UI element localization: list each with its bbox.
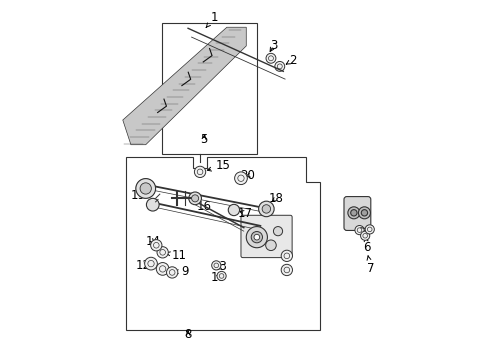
- Circle shape: [156, 262, 169, 275]
- Text: 11: 11: [165, 249, 186, 262]
- Circle shape: [146, 198, 159, 211]
- Circle shape: [194, 166, 205, 177]
- Circle shape: [365, 225, 374, 234]
- Circle shape: [262, 205, 270, 213]
- Circle shape: [140, 183, 151, 194]
- Text: 12: 12: [136, 259, 150, 272]
- Text: 6: 6: [363, 237, 370, 253]
- Text: 17: 17: [237, 207, 252, 220]
- Circle shape: [258, 201, 274, 217]
- Text: 15: 15: [207, 159, 230, 172]
- Bar: [161, 23, 256, 154]
- Circle shape: [265, 53, 275, 63]
- Text: 2: 2: [285, 54, 296, 67]
- Circle shape: [144, 257, 157, 270]
- Text: 9: 9: [174, 265, 188, 278]
- Circle shape: [157, 247, 168, 258]
- Text: 20: 20: [240, 169, 255, 182]
- Circle shape: [350, 210, 356, 216]
- Circle shape: [191, 195, 198, 202]
- Circle shape: [361, 210, 367, 216]
- Circle shape: [251, 231, 262, 243]
- Circle shape: [281, 264, 292, 276]
- Circle shape: [358, 207, 370, 219]
- Text: 16: 16: [193, 199, 211, 213]
- Circle shape: [217, 271, 225, 280]
- Circle shape: [253, 234, 259, 240]
- FancyBboxPatch shape: [241, 215, 291, 258]
- Circle shape: [188, 192, 201, 205]
- Text: 4: 4: [196, 166, 203, 179]
- Circle shape: [281, 250, 292, 261]
- Text: 18: 18: [268, 192, 283, 205]
- Circle shape: [354, 225, 364, 235]
- Circle shape: [136, 179, 155, 198]
- Text: 3: 3: [269, 40, 277, 53]
- Circle shape: [136, 179, 155, 198]
- Text: 1: 1: [205, 11, 218, 27]
- Polygon shape: [122, 27, 246, 145]
- Text: 10: 10: [210, 270, 225, 284]
- Circle shape: [234, 172, 247, 185]
- Text: 19: 19: [130, 189, 145, 202]
- Circle shape: [259, 202, 272, 216]
- Circle shape: [274, 62, 284, 71]
- Text: 7: 7: [366, 256, 374, 275]
- Text: 5: 5: [200, 133, 207, 146]
- Circle shape: [360, 231, 369, 240]
- Circle shape: [150, 240, 162, 251]
- Circle shape: [347, 207, 359, 219]
- Circle shape: [166, 267, 178, 278]
- Circle shape: [273, 226, 282, 236]
- Circle shape: [211, 261, 221, 270]
- Text: 8: 8: [184, 328, 191, 341]
- Text: 14: 14: [145, 235, 160, 248]
- Circle shape: [228, 204, 239, 216]
- FancyBboxPatch shape: [343, 197, 370, 230]
- Circle shape: [265, 240, 276, 251]
- Circle shape: [246, 226, 267, 248]
- Text: 13: 13: [212, 260, 227, 273]
